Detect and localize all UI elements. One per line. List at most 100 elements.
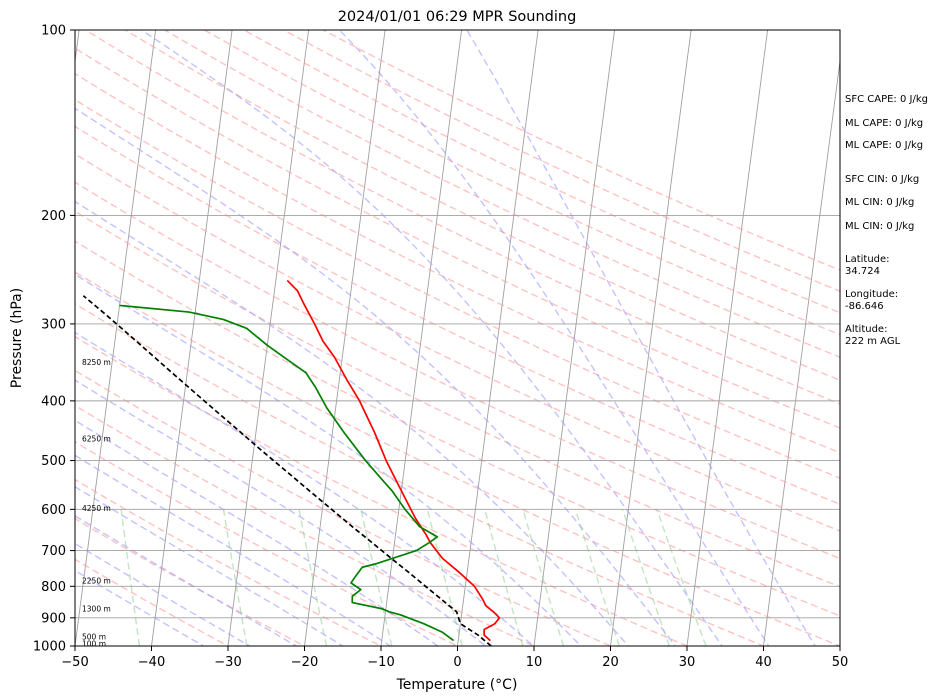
dry-adiabat-line bbox=[75, 558, 230, 646]
dry-adiabat-line bbox=[75, 47, 840, 429]
sounding-traces bbox=[82, 279, 501, 646]
x-tick-label: 30 bbox=[679, 655, 696, 670]
moist-adiabat-line bbox=[75, 542, 252, 646]
mixing-ratio-line bbox=[120, 509, 141, 646]
moist-adiabat-line bbox=[466, 30, 816, 646]
mixing-ratio-line bbox=[574, 509, 620, 646]
altitude-value: 222 m AGL bbox=[845, 336, 901, 347]
height-label: 6250 m bbox=[82, 434, 111, 443]
dry-adiabat-line bbox=[75, 441, 460, 646]
y-axis-ticks: 100 200 300 400 500 600 700 800 900 1000 bbox=[33, 24, 75, 655]
mixing-ratio-line bbox=[360, 509, 393, 646]
x-tick-label: −10 bbox=[367, 655, 394, 670]
ml-cin-text-2: ML CIN: 0 J/kg bbox=[845, 221, 914, 232]
isotherm-line bbox=[380, 30, 463, 646]
isotherm-line bbox=[227, 30, 310, 646]
sfc-cin-text: SFC CIN: 0 J/kg bbox=[845, 174, 919, 185]
x-tick-label: −30 bbox=[214, 655, 241, 670]
moist-adiabat-line bbox=[75, 379, 487, 646]
ml-cape-text: ML CAPE: 0 J/kg bbox=[845, 118, 923, 129]
dry-adiabat-line bbox=[75, 240, 840, 617]
dry-adiabat-line bbox=[242, 30, 840, 314]
isotherm-line bbox=[304, 30, 386, 646]
dry-adiabat-line bbox=[75, 335, 689, 646]
y-tick-label: 300 bbox=[41, 317, 66, 332]
dry-adiabat-line bbox=[75, 181, 840, 560]
dry-adiabat-line bbox=[75, 72, 840, 454]
mixing-ratio-line bbox=[484, 509, 524, 646]
isotherm-line bbox=[0, 16, 4, 659]
dry-adiabat-line bbox=[75, 98, 840, 479]
mixing-ratio-line bbox=[621, 509, 671, 646]
dry-adiabat-line bbox=[84, 30, 840, 405]
mixing-ratio-line bbox=[656, 509, 707, 646]
background-lines bbox=[0, 16, 947, 659]
parcel-trace bbox=[82, 295, 492, 646]
moist-adiabat-line bbox=[75, 569, 205, 646]
moist-adiabat-line bbox=[75, 200, 630, 646]
isotherm-line bbox=[915, 16, 947, 659]
dry-adiabat-line bbox=[75, 210, 840, 588]
y-tick-label: 800 bbox=[41, 580, 66, 595]
y-tick-label: 700 bbox=[41, 544, 66, 559]
height-label: 500 m bbox=[82, 632, 106, 641]
sfc-cape-text: SFC CAPE: 0 J/kg bbox=[845, 94, 928, 105]
longitude-label: Longitude: bbox=[845, 289, 898, 300]
isotherm-line bbox=[75, 30, 157, 646]
x-tick-label: −20 bbox=[291, 655, 318, 670]
longitude-value: -86.646 bbox=[845, 301, 884, 312]
x-tick-label: 50 bbox=[832, 655, 849, 670]
height-label: 2250 m bbox=[82, 577, 111, 586]
y-axis-label: Pressure (hPa) bbox=[9, 288, 25, 388]
dry-adiabat-line bbox=[282, 30, 840, 292]
ml-cin-text: ML CIN: 0 J/kg bbox=[845, 197, 914, 208]
x-tick-label: 10 bbox=[526, 655, 543, 670]
x-tick-label: −50 bbox=[61, 655, 88, 670]
latitude-value: 34.724 bbox=[845, 266, 880, 277]
x-axis-label: Temperature (°C) bbox=[396, 677, 518, 693]
ml-cape-text-2: ML CAPE: 0 J/kg bbox=[845, 140, 923, 151]
y-tick-label: 200 bbox=[41, 209, 66, 224]
height-label: 1300 m bbox=[82, 605, 111, 614]
isotherm-line bbox=[763, 57, 840, 646]
mixing-ratio-line bbox=[426, 509, 463, 646]
moist-adiabat-line bbox=[75, 486, 345, 646]
dry-adiabat-line bbox=[75, 153, 840, 532]
isotherm-line bbox=[686, 30, 769, 646]
x-tick-label: 0 bbox=[453, 655, 461, 670]
y-tick-label: 1000 bbox=[33, 640, 66, 655]
height-label: 8250 m bbox=[82, 358, 111, 367]
x-tick-label: 20 bbox=[602, 655, 619, 670]
x-tick-label: 40 bbox=[755, 655, 772, 670]
dry-adiabat-line bbox=[75, 271, 840, 646]
dry-adiabat-line bbox=[75, 517, 307, 646]
y-tick-label: 600 bbox=[41, 503, 66, 518]
moist-adiabat-line bbox=[75, 454, 392, 646]
mixing-ratio-line bbox=[298, 509, 328, 646]
x-tick-label: −40 bbox=[138, 655, 165, 670]
dry-adiabat-line bbox=[123, 30, 840, 381]
isotherm-line bbox=[610, 30, 692, 646]
dry-adiabat-line bbox=[75, 125, 840, 505]
dry-adiabat-line bbox=[75, 369, 613, 646]
y-tick-label: 100 bbox=[41, 24, 66, 39]
y-tick-label: 500 bbox=[41, 454, 66, 469]
dry-adiabat-line bbox=[75, 478, 383, 646]
x-axis-ticks: −50 −40 −30 −20 −10 0 10 20 30 40 50 bbox=[61, 646, 848, 670]
mixing-ratio-line bbox=[222, 509, 248, 646]
mixing-ratio-line bbox=[522, 509, 565, 646]
isotherm-line bbox=[151, 30, 233, 646]
moist-adiabat-line bbox=[75, 107, 677, 646]
altitude-label: Altitude: bbox=[845, 324, 887, 335]
sounding-info-panel: SFC CAPE: 0 J/kg ML CAPE: 0 J/kg ML CAPE… bbox=[845, 94, 928, 347]
dry-adiabat-line bbox=[321, 30, 840, 271]
height-label: 100 m bbox=[82, 639, 106, 648]
isotherm-line bbox=[457, 30, 539, 646]
latitude-label: Latitude: bbox=[845, 254, 890, 265]
dewpoint-trace bbox=[119, 304, 455, 642]
chart-title: 2024/01/01 06:29 MPR Sounding bbox=[338, 9, 577, 25]
height-label: 4250 m bbox=[82, 504, 111, 513]
dry-adiabat-line bbox=[75, 404, 536, 646]
